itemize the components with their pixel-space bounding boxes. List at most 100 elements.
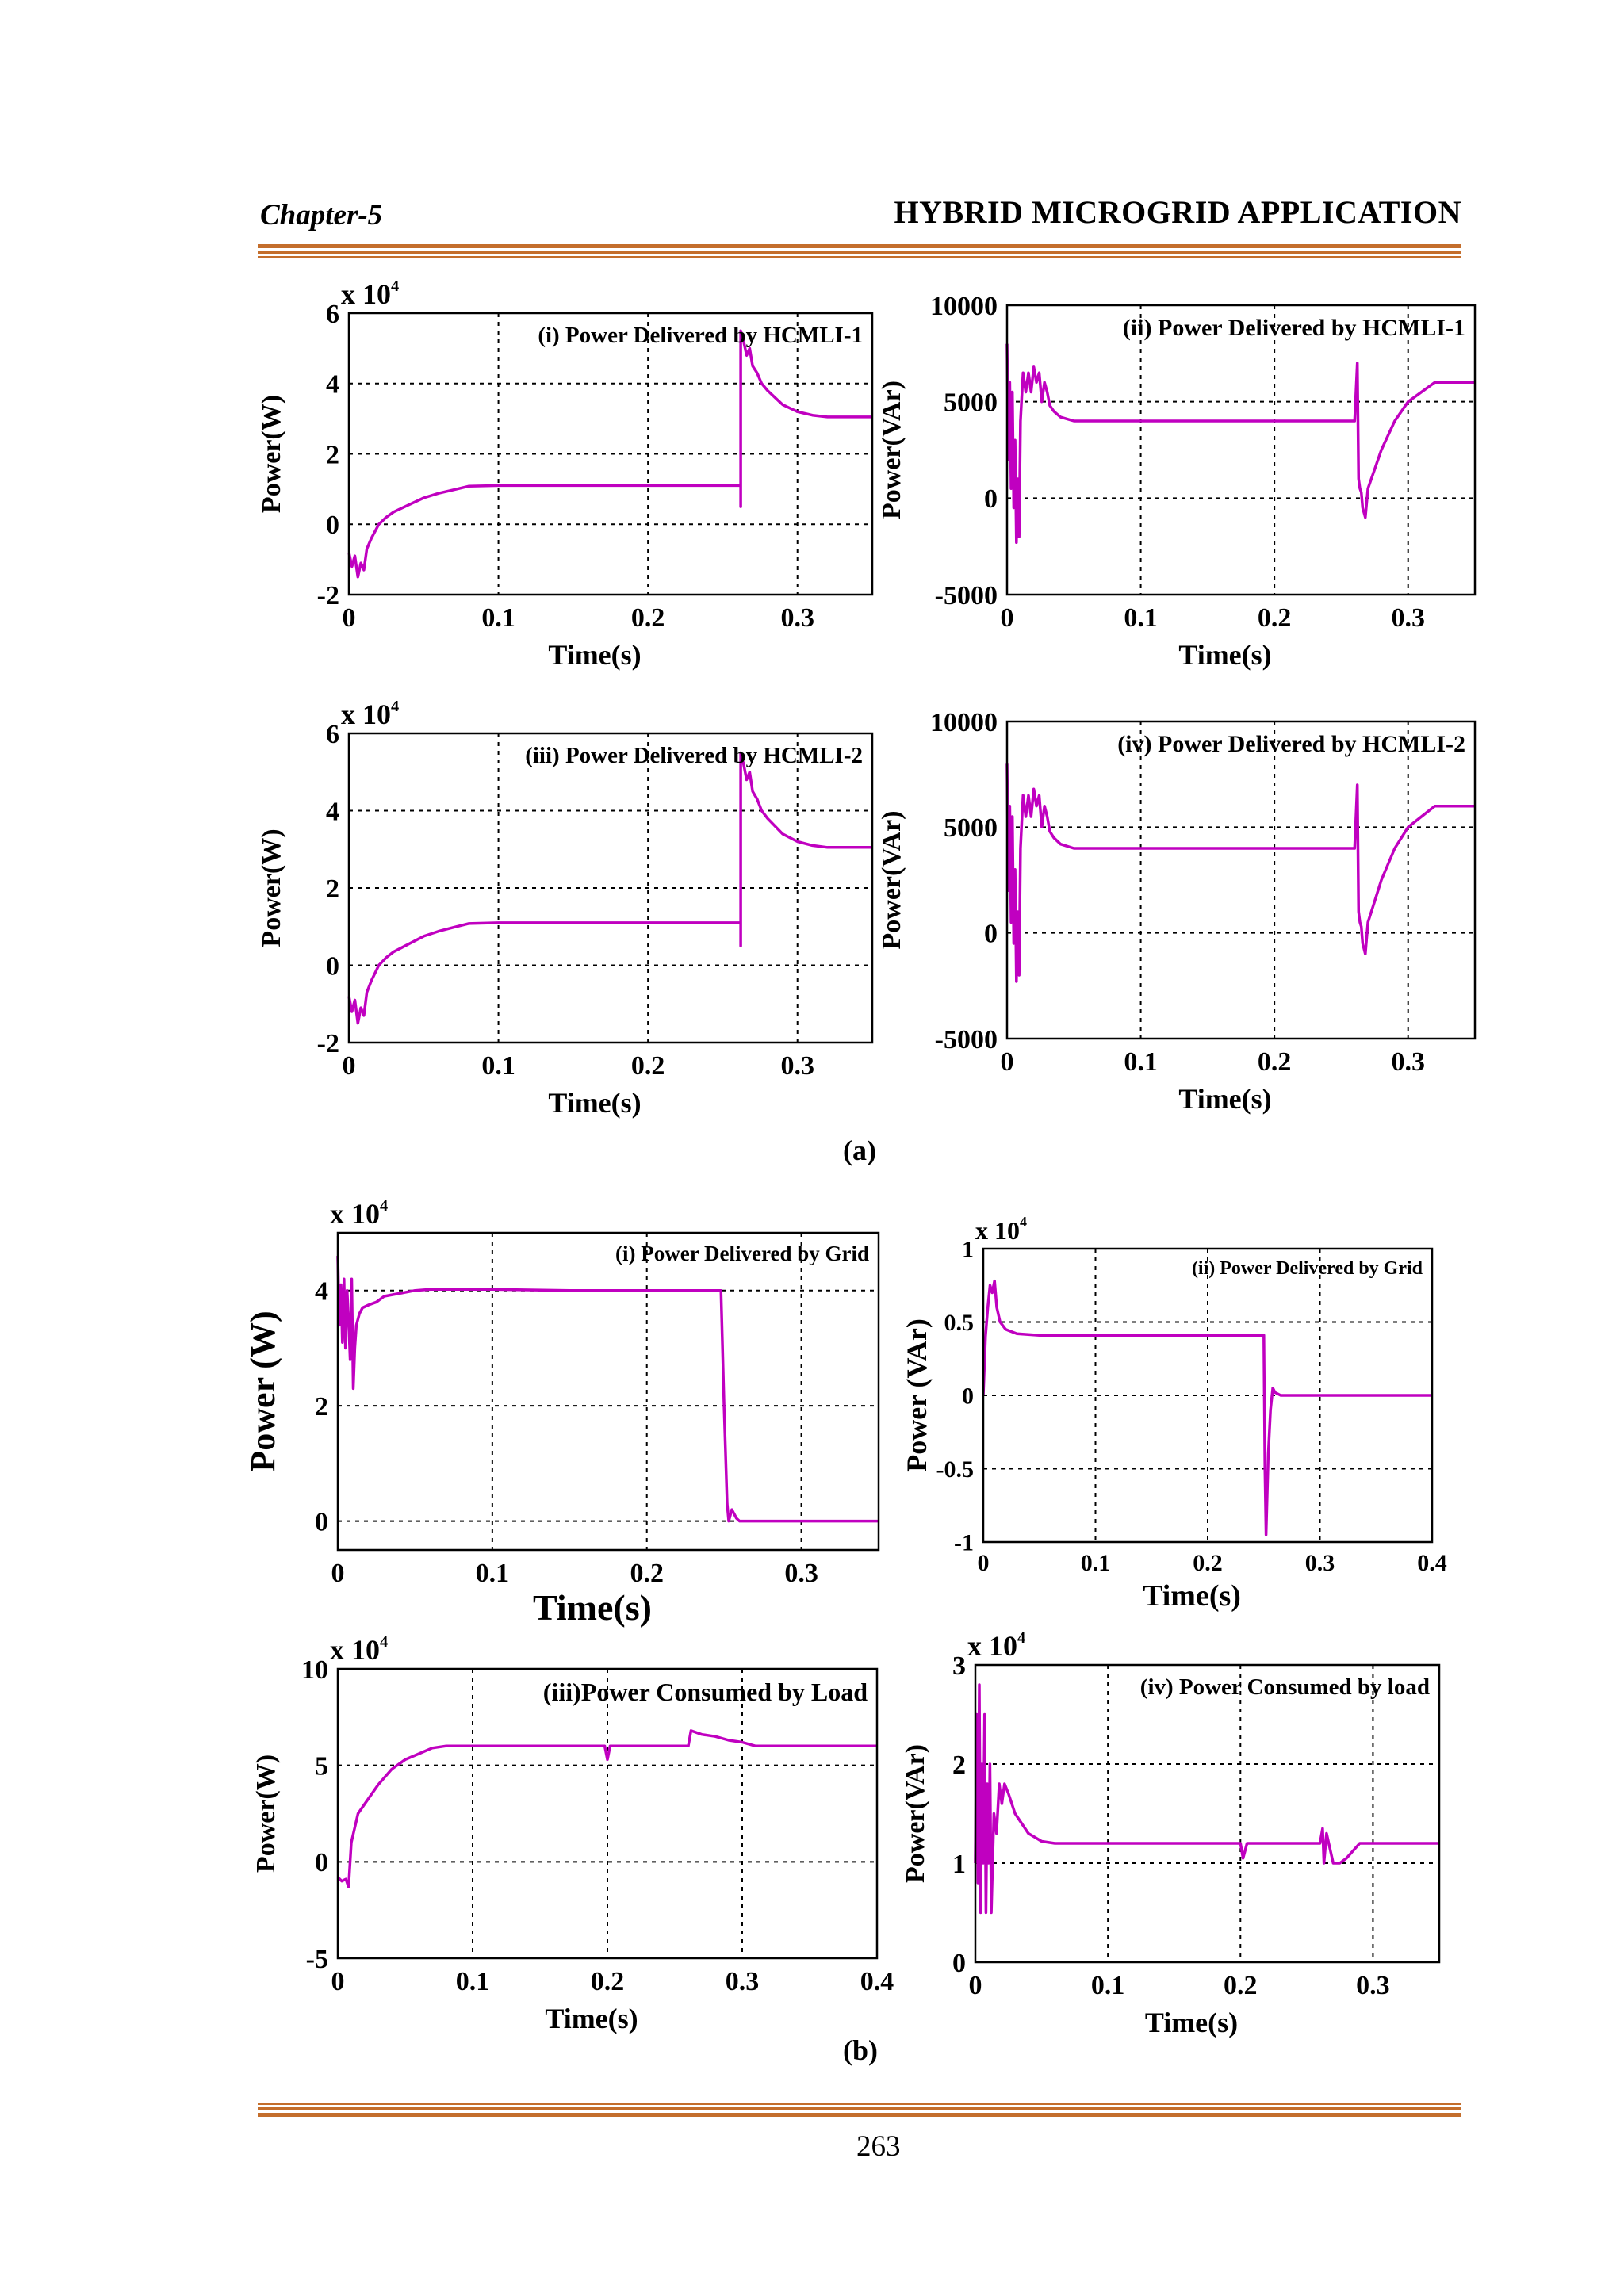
y-tick-label: 10000 <box>930 292 998 321</box>
axis-multiplier: x 104 <box>330 1197 388 1230</box>
plot-frame <box>982 1247 1434 1544</box>
chart-title: (iii) Power Delivered by HCMLI-2 <box>525 743 863 768</box>
chart-title: (i) Power Delivered by Grid <box>615 1242 869 1265</box>
plot-frame <box>1005 304 1477 596</box>
y-tick-label: -2 <box>317 1029 339 1058</box>
series-line-0 <box>974 1683 1439 1915</box>
grid-lines <box>349 313 872 595</box>
chart-a4: 0 0.1 0.2 0.3 -5000 0 5000 10000 (iv) Power Deli… <box>877 698 1483 1126</box>
chart-a2: 0 0.1 0.2 0.3 -5000 0 5000 10000 (ii) Power Deli… <box>877 274 1483 678</box>
x-tick-label: 0 <box>978 1550 990 1576</box>
y-axis-label: Power(W) <box>257 395 286 513</box>
x-tick-label: 0 <box>331 1967 345 1996</box>
x-tick-label: 0.1 <box>1124 603 1158 633</box>
y-tick-label: 0 <box>326 951 339 981</box>
chapter-title: HYBRID MICROGRID APPLICATION <box>894 194 1461 230</box>
x-tick-label: 0.3 <box>1391 1047 1425 1077</box>
grid-lines <box>1007 305 1475 595</box>
x-axis-label: Time(s) <box>548 1087 641 1119</box>
x-tick-label: 0.3 <box>726 1967 760 1996</box>
x-tick-label: 0 <box>1001 1047 1014 1077</box>
axis-multiplier: x 104 <box>975 1214 1027 1245</box>
chart-a1: 0 0.1 0.2 0.3 -2 0 2 4 6 x 104 (i) Power Delivered… <box>257 274 884 678</box>
x-axis-label: Time(s) <box>548 639 641 671</box>
grid-lines <box>338 1669 877 1958</box>
y-tick-label: 0 <box>984 920 998 949</box>
chart-b2: 0 0.1 0.2 0.3 0.4 -1 -0.5 0 0.5 1 x 104 (ii) Power … <box>901 1209 1459 1617</box>
series-line-0 <box>982 1279 1432 1536</box>
chart-title: (i) Power Delivered by HCMLI-1 <box>538 323 863 348</box>
x-tick-label: 0.2 <box>1258 1047 1292 1077</box>
axis-multiplier: x 104 <box>341 698 399 730</box>
x-tick-label: 0.1 <box>1081 1550 1111 1576</box>
chart-b4: 0 0.1 0.2 0.3 0 1 2 3 x 104 (iv) Power Consumed b… <box>901 1629 1475 2042</box>
x-tick-label: 0.1 <box>1091 1971 1125 2000</box>
y-tick-label: 5 <box>315 1752 328 1781</box>
chart-title: (iv) Power Consumed by load <box>1140 1674 1430 1700</box>
x-axis-label: Time(s) <box>545 2003 638 2034</box>
axis-multiplier-exponent: 4 <box>391 277 399 295</box>
y-axis-label: Power (VAr) <box>901 1318 933 1472</box>
footer-rule <box>258 2103 1461 2118</box>
y-tick-label: 0 <box>962 1383 974 1410</box>
x-tick-label: 0.3 <box>1305 1550 1335 1576</box>
x-tick-label: 0.2 <box>1258 603 1292 633</box>
axis-multiplier-exponent: 4 <box>380 1197 388 1215</box>
y-tick-label: 4 <box>326 370 339 400</box>
y-tick-label: 2 <box>326 874 339 904</box>
y-tick-label: -5000 <box>935 581 998 610</box>
x-axis-label: Time(s) <box>1143 1579 1241 1613</box>
plot-frame <box>347 312 874 596</box>
x-tick-label: 0.3 <box>1391 603 1425 633</box>
x-axis-label: Time(s) <box>1145 2007 1238 2038</box>
x-tick-label: 0 <box>1001 603 1014 633</box>
y-tick-label: 0.5 <box>944 1310 975 1336</box>
series-line-0 <box>1005 343 1475 545</box>
x-tick-label: 0.2 <box>630 1559 664 1588</box>
y-tick-label: 0 <box>984 484 998 514</box>
series-line-0 <box>336 1729 877 1888</box>
axis-multiplier-exponent: 4 <box>380 1633 388 1651</box>
x-tick-label: 0 <box>331 1559 345 1588</box>
grid-lines <box>975 1665 1439 1962</box>
chart-title: (iv) Power Delivered by HCMLI-2 <box>1117 731 1465 757</box>
y-tick-label: 6 <box>326 300 339 329</box>
x-tick-label: 0.1 <box>481 603 515 633</box>
y-tick-label: 2 <box>326 440 339 469</box>
axis-multiplier-exponent: 4 <box>1017 1629 1025 1647</box>
y-axis-label: Power(VAr) <box>877 381 906 519</box>
y-tick-label: 6 <box>326 720 339 749</box>
y-tick-label: 2 <box>315 1392 328 1422</box>
y-axis-label: Power(VAr) <box>901 1744 930 1883</box>
header-rule <box>258 244 1461 260</box>
x-tick-label: 0.1 <box>476 1559 510 1588</box>
y-tick-label: 0 <box>315 1848 328 1877</box>
grid-lines <box>338 1233 879 1550</box>
chart-b1: 0 0.1 0.2 0.3 0 2 4 x 104 (i) Power Delivered by… <box>243 1173 887 1628</box>
x-axis-label: Time(s) <box>1178 639 1271 671</box>
grid-lines <box>1007 721 1475 1039</box>
x-tick-label: 0 <box>969 1971 982 2000</box>
x-tick-label: 0.2 <box>591 1967 625 1996</box>
x-tick-label: 0.3 <box>780 1051 814 1081</box>
x-tick-label: 0.2 <box>631 603 665 633</box>
x-tick-label: 0.3 <box>780 603 814 633</box>
x-tick-label: 0 <box>343 603 356 633</box>
grid-lines <box>983 1249 1432 1542</box>
x-tick-label: 0.4 <box>1417 1550 1447 1576</box>
y-tick-label: 3 <box>952 1651 966 1681</box>
y-tick-label: 10000 <box>930 708 998 737</box>
plot-frame <box>336 1231 880 1552</box>
y-tick-label: 10 <box>301 1655 328 1685</box>
x-tick-label: 0.1 <box>456 1967 490 1996</box>
axis-multiplier-exponent: 4 <box>1020 1214 1027 1230</box>
axis-multiplier: x 104 <box>330 1633 388 1666</box>
series-line-0 <box>336 1256 879 1523</box>
y-tick-label: 5000 <box>944 813 998 843</box>
x-tick-label: 0.2 <box>1193 1550 1223 1576</box>
y-tick-label: 0 <box>315 1508 328 1537</box>
axis-multiplier: x 104 <box>967 1629 1025 1662</box>
x-tick-label: 0.3 <box>1356 1971 1390 2000</box>
x-tick-label: 0.2 <box>1224 1971 1258 2000</box>
axis-multiplier: x 104 <box>341 277 399 310</box>
